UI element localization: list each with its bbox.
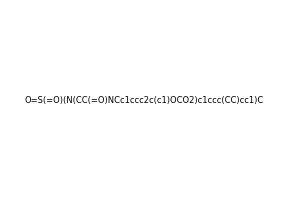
Text: O=S(=O)(N(CC(=O)NCc1ccc2c(c1)OCO2)c1ccc(CC)cc1)C: O=S(=O)(N(CC(=O)NCc1ccc2c(c1)OCO2)c1ccc(… [25,97,264,105]
